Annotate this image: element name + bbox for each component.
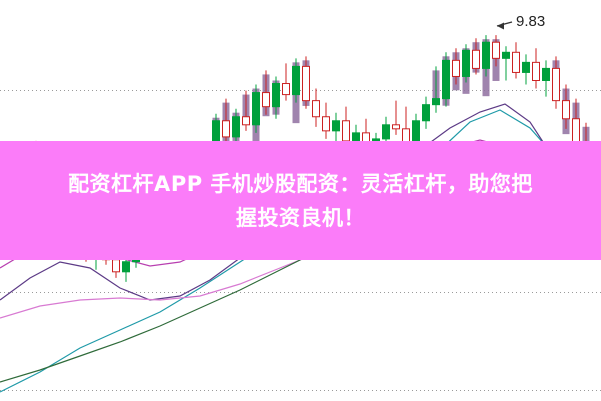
chart-gridlines <box>0 90 601 391</box>
price-annotation-label: 9.83 <box>516 13 546 30</box>
chart-volume-bars <box>2 39 600 241</box>
annotation-leader-line <box>496 21 513 30</box>
chart-ma-lines <box>0 103 601 393</box>
